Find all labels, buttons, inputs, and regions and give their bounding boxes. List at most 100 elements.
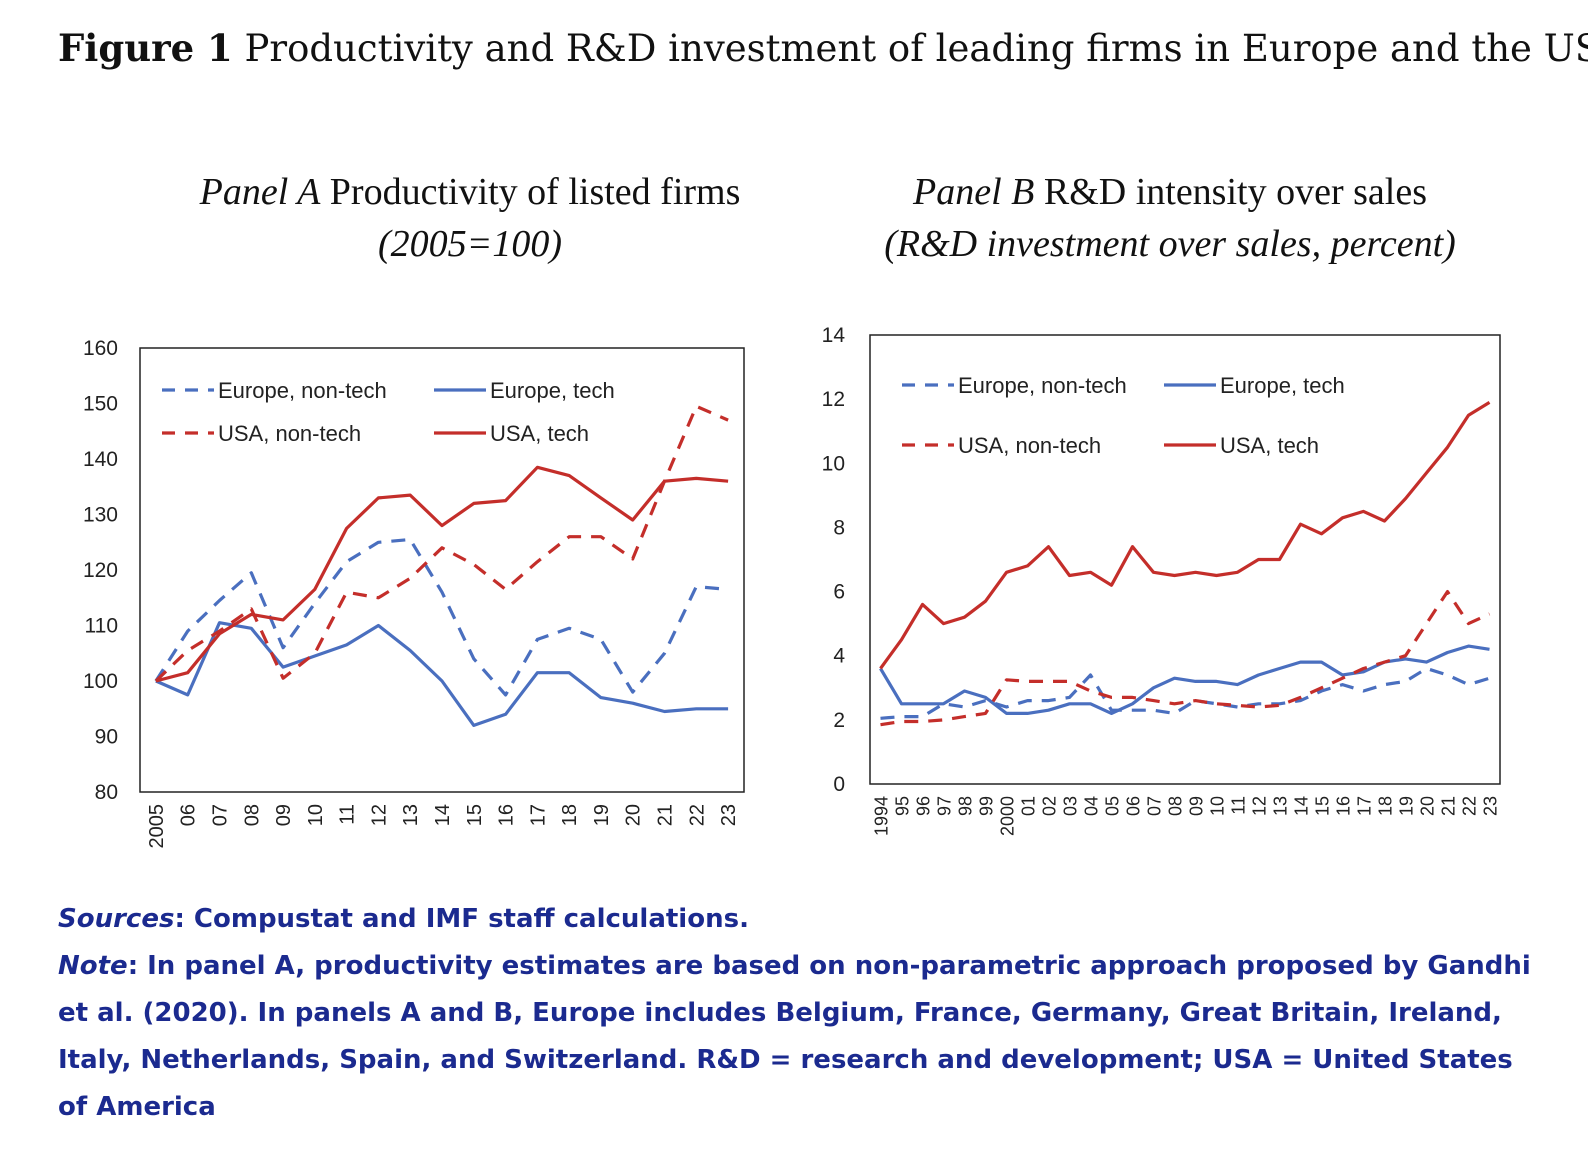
panel-b-x-tick-label: 20 bbox=[1418, 796, 1438, 816]
panel-b-line-europe-non-tech bbox=[880, 666, 1490, 720]
panel-b-x-tick-label: 01 bbox=[1019, 796, 1039, 816]
panel-b-x-tick-label: 16 bbox=[1334, 796, 1354, 816]
panel-a-plot-frame bbox=[139, 347, 745, 793]
panel-b-x-tick-label: 09 bbox=[1187, 796, 1207, 816]
panel-b-x-tick-label: 98 bbox=[956, 796, 976, 816]
panel-a-x-tick-label: 17 bbox=[527, 804, 549, 826]
panel-a-title: Panel A Productivity of listed firms (20… bbox=[120, 166, 820, 270]
panel-a-line-europe-non-tech bbox=[154, 537, 729, 697]
figure-title-text: Productivity and R&D investment of leadi… bbox=[244, 27, 1588, 70]
panel-a-y-tick-label: 160 bbox=[83, 337, 118, 360]
panel-a-x-tick-label: 21 bbox=[655, 804, 677, 826]
note-label: Note bbox=[58, 951, 128, 981]
panel-b-x-tick-label: 95 bbox=[893, 796, 913, 816]
panel-b-legend-label-usa-non-tech: USA, non-tech bbox=[958, 433, 1101, 458]
panel-a-y-tick-label: 90 bbox=[95, 726, 118, 749]
panel-b-x-tick-label: 99 bbox=[977, 796, 997, 816]
panel-b-x-tick-label: 03 bbox=[1061, 796, 1081, 816]
panel-b-x-tick-label: 06 bbox=[1124, 796, 1144, 816]
panel-b-x-tick-label: 07 bbox=[1145, 796, 1165, 816]
panel-a-label: Panel A bbox=[199, 171, 321, 213]
panel-a-x-tick-label: 20 bbox=[623, 804, 645, 826]
panel-b-x-tick-label: 96 bbox=[914, 796, 934, 816]
panel-a-legend-label-europe-tech: Europe, tech bbox=[490, 378, 615, 403]
panel-b-legend-label-europe-tech: Europe, tech bbox=[1220, 373, 1345, 398]
panel-b-x-tick-label: 04 bbox=[1082, 796, 1102, 816]
figure-title: Figure 1 Productivity and R&D investment… bbox=[58, 26, 1588, 70]
panel-a-y-tick-label: 140 bbox=[83, 448, 118, 471]
panel-a-title-text: Productivity of listed firms bbox=[329, 171, 741, 213]
panel-a-y-tick-label: 110 bbox=[85, 615, 118, 638]
panel-a-x-tick-label: 23 bbox=[718, 804, 740, 826]
panel-a-x-tick-label: 12 bbox=[368, 804, 390, 826]
panel-a-chart: 80 90 100 110 120 130 140 150 160 2005 06 07 08 09 10 1… bbox=[83, 337, 745, 849]
panel-b-x-tick-label: 97 bbox=[935, 796, 955, 816]
panel-a-x-tick-label: 13 bbox=[400, 804, 422, 826]
panel-b-x-tick-label: 14 bbox=[1292, 796, 1312, 816]
panel-b-subtitle: (R&D investment over sales, percent) bbox=[884, 223, 1456, 265]
panel-a-x-tick-label: 10 bbox=[305, 804, 327, 826]
panel-a-line-usa-tech bbox=[155, 465, 729, 683]
panel-b-x-tick-label: 21 bbox=[1439, 796, 1459, 816]
figure-notes: Sources: Compustat and IMF staff calcula… bbox=[58, 896, 1538, 1131]
panel-a-subtitle: (2005=100) bbox=[378, 223, 562, 265]
panel-b-x-tick-label: 05 bbox=[1103, 796, 1123, 816]
panel-b-x-tick-label: 08 bbox=[1166, 796, 1186, 816]
panel-b-title: Panel B R&D intensity over sales (R&D in… bbox=[820, 166, 1520, 270]
panel-b-x-tick-label: 23 bbox=[1481, 796, 1501, 816]
panel-b-x-tick-label: 17 bbox=[1355, 796, 1375, 816]
panel-a-legend-label-usa-non-tech: USA, non-tech bbox=[218, 421, 361, 446]
panel-b-title-text: R&D intensity over sales bbox=[1043, 171, 1427, 213]
panel-b-y-tick-label: 2 bbox=[833, 709, 845, 732]
panel-b-y-tick-label: 4 bbox=[833, 645, 845, 668]
panel-a-x-tick-label: 15 bbox=[464, 804, 486, 826]
panel-b-x-tick-label: 11 bbox=[1229, 796, 1249, 815]
panel-a-x-tick-label: 16 bbox=[496, 804, 518, 826]
panel-b-line-usa-tech bbox=[879, 401, 1491, 670]
panel-a-y-tick-label: 120 bbox=[83, 559, 118, 582]
panel-a-y-tick-label: 130 bbox=[83, 504, 118, 527]
note-text: : In panel A, productivity estimates are… bbox=[58, 951, 1531, 1122]
figure-label: Figure 1 bbox=[58, 26, 233, 70]
panel-a-x-tick-label: 14 bbox=[432, 804, 454, 826]
panel-a-line-usa-non-tech bbox=[154, 404, 729, 683]
panel-b-y-tick-label: 10 bbox=[822, 452, 845, 475]
panel-a-x-tick-label: 08 bbox=[241, 804, 263, 826]
panel-b-line-usa-non-tech bbox=[880, 590, 1491, 727]
panel-a-line-europe-tech bbox=[155, 621, 729, 727]
panel-b-x-tick-label: 2000 bbox=[998, 796, 1018, 836]
panel-a-x-tick-label: 22 bbox=[686, 804, 708, 826]
panel-b-x-tick-label: 13 bbox=[1271, 796, 1291, 816]
panel-b-x-tick-label: 19 bbox=[1397, 796, 1417, 816]
note-text-block: Note: In panel A, productivity estimates… bbox=[58, 943, 1538, 1131]
panel-a-x-tick-label: 2005 bbox=[146, 804, 168, 849]
panel-b-x-tick-label: 18 bbox=[1376, 796, 1396, 816]
panel-b-y-tick-label: 8 bbox=[833, 516, 845, 539]
panel-b-x-tick-label: 1994 bbox=[872, 796, 892, 836]
panel-a-x-tick-label: 19 bbox=[591, 804, 613, 826]
panel-a-legend-label-usa-tech: USA, tech bbox=[490, 421, 589, 446]
panel-a-x-tick-label: 09 bbox=[273, 804, 295, 826]
panel-b-legend-label-usa-tech: USA, tech bbox=[1220, 433, 1319, 458]
panel-b-plot-frame bbox=[869, 334, 1501, 785]
panel-a-x-tick-label: 06 bbox=[178, 804, 200, 826]
panel-b-x-tick-label: 02 bbox=[1040, 796, 1060, 816]
panel-b-y-tick-label: 0 bbox=[833, 773, 845, 796]
panel-a-x-tick-label: 18 bbox=[559, 804, 581, 826]
panel-b-x-tick-label: 12 bbox=[1250, 796, 1270, 816]
panel-a-legend-label-europe-non-tech: Europe, non-tech bbox=[218, 378, 387, 403]
panel-b-x-tick-label: 22 bbox=[1460, 796, 1480, 816]
panel-a-y-tick-label: 150 bbox=[83, 393, 118, 416]
panel-a-x-tick-label: 11 bbox=[337, 804, 359, 825]
panel-b-y-tick-label: 14 bbox=[822, 324, 846, 347]
panel-b-label: Panel B bbox=[913, 171, 1035, 213]
panel-a-y-tick-label: 80 bbox=[95, 781, 118, 804]
panel-b-legend-label-europe-non-tech: Europe, non-tech bbox=[958, 373, 1127, 398]
panel-b-x-tick-label: 10 bbox=[1208, 796, 1228, 816]
panel-a-x-tick-label: 07 bbox=[209, 804, 231, 826]
sources-text: : Compustat and IMF staff calculations. bbox=[174, 904, 749, 934]
panel-b-x-tick-label: 15 bbox=[1313, 796, 1333, 816]
sources-label: Sources bbox=[58, 904, 175, 934]
panel-b-y-tick-label: 12 bbox=[822, 388, 845, 411]
